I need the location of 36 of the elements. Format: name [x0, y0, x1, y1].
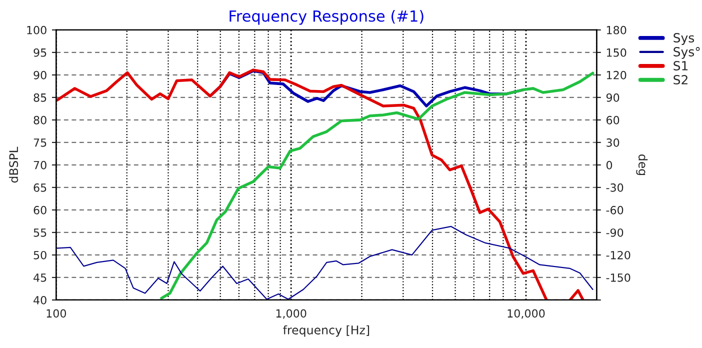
y-tick-label: 80: [34, 116, 46, 124]
x-axis-title: frequency [Hz]: [283, 325, 370, 337]
y2-tick-label: -90: [606, 228, 624, 237]
y2-tick-label: -60: [606, 206, 624, 214]
y-tick-label: 45: [34, 274, 46, 282]
y2-tick-label: 60: [606, 116, 620, 124]
y-tick-label: 90: [34, 70, 46, 80]
y-tick-label: 55: [34, 228, 46, 237]
y2-axis-title: deg: [636, 154, 648, 176]
y2-tick-label: 180: [606, 26, 626, 34]
y-tick-label: 50: [34, 250, 46, 260]
y-tick-label: 95: [34, 48, 46, 57]
x-tick-label: 100: [46, 309, 66, 318]
legend-label: S1: [674, 61, 688, 70]
y-tick-label: 85: [34, 93, 46, 102]
y-tick-label: 65: [34, 183, 46, 192]
y2-tick-label: 30: [606, 138, 620, 147]
y-axis-title: dBSPL: [8, 146, 18, 183]
y2-tick-label: 90: [606, 93, 620, 102]
y2-tick-label: 150: [606, 48, 626, 57]
y-tick-label: 100: [27, 26, 46, 34]
y2-tick-label: -120: [606, 250, 630, 260]
legend-label: Sys: [674, 33, 694, 45]
y-tick-label: 40: [34, 296, 46, 304]
legend-label: S2: [674, 74, 688, 84]
x-tick-label: 1,000: [276, 309, 306, 319]
y-tick-label: 60: [34, 206, 46, 214]
legend-label: Sys°: [674, 47, 700, 59]
y2-tick-label: -30: [606, 183, 624, 192]
y2-tick-label: -150: [606, 273, 630, 282]
x-tick-label: 10,000: [508, 309, 545, 319]
y2-tick-label: 120: [606, 70, 626, 80]
chart-title: Frequency Response (#1): [230, 10, 424, 25]
y2-tick-label: 0: [606, 160, 612, 170]
y-tick-label: 70: [34, 160, 46, 170]
y-tick-label: 75: [34, 138, 46, 147]
